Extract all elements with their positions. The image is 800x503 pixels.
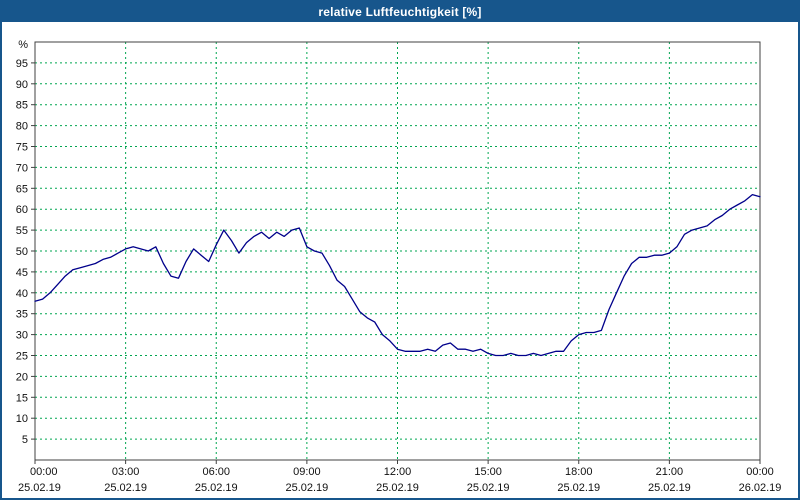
svg-text:85: 85 (16, 100, 28, 112)
svg-text:65: 65 (16, 183, 28, 195)
series-line-relative-luftfeuchtigkeit (34, 193, 761, 357)
x-tick-date: 25.02.19 (467, 482, 510, 494)
svg-text:10: 10 (16, 413, 28, 425)
y-axis-unit-label: % (18, 39, 28, 51)
svg-text:75: 75 (16, 142, 28, 154)
svg-text:30: 30 (16, 330, 28, 342)
x-tick-time: 00:00 (746, 466, 774, 478)
x-tick-date: 25.02.19 (648, 482, 691, 494)
svg-text:20: 20 (16, 371, 28, 383)
chart-area: 5 10 15 20 25 30 35 40 45 50 55 60 65 70 75 80 85 90 95% 00… (2, 22, 798, 498)
svg-text:35: 35 (16, 309, 28, 321)
x-tick-date: 25.02.19 (104, 482, 147, 494)
svg-text:45: 45 (16, 267, 28, 279)
x-tick-time: 09:00 (293, 466, 321, 478)
svg-text:50: 50 (16, 246, 28, 258)
x-tick-date: 25.02.19 (557, 482, 600, 494)
svg-text:60: 60 (16, 204, 28, 216)
gridlines (35, 42, 760, 460)
x-tick-date: 25.02.19 (376, 482, 419, 494)
x-tick-date: 25.02.19 (195, 482, 238, 494)
y-axis-labels: 5 10 15 20 25 30 35 40 45 50 55 60 65 70 75 80 85 90 95% (16, 39, 28, 446)
x-tick-date: 25.02.19 (285, 482, 328, 494)
svg-text:25: 25 (16, 351, 28, 363)
svg-text:5: 5 (22, 434, 28, 446)
humidity-chart: 5 10 15 20 25 30 35 40 45 50 55 60 65 70 75 80 85 90 95% 00… (16, 39, 782, 494)
x-tick-time: 00:00 (30, 466, 58, 478)
svg-text:55: 55 (16, 225, 28, 237)
x-tick-date: 25.02.19 (18, 482, 61, 494)
x-tick-date: 26.02.19 (739, 482, 782, 494)
x-tick-time: 15:00 (474, 466, 502, 478)
svg-text:15: 15 (16, 392, 28, 404)
svg-text:80: 80 (16, 121, 28, 133)
tick-marks (31, 62, 761, 464)
svg-text:40: 40 (16, 288, 28, 300)
x-tick-time: 03:00 (112, 466, 140, 478)
x-tick-time: 06:00 (202, 466, 230, 478)
svg-text:70: 70 (16, 162, 28, 174)
x-tick-time: 21:00 (656, 466, 684, 478)
window-title: relative Luftfeuchtigkeit [%] (318, 5, 482, 19)
x-tick-time: 18:00 (565, 466, 593, 478)
svg-text:90: 90 (16, 79, 28, 91)
title-bar[interactable]: relative Luftfeuchtigkeit [%] (2, 2, 798, 22)
x-axis-labels: 00:00 25.02.19 03:00 25.02.19 06:00 25.02.19 0… (18, 466, 781, 494)
svg-text:95: 95 (16, 58, 28, 70)
x-tick-time: 12:00 (384, 466, 412, 478)
